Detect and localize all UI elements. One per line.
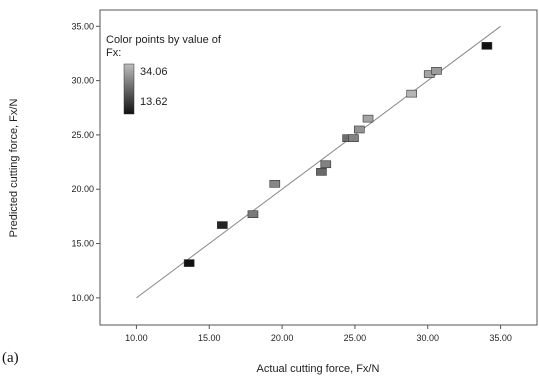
x-tick-label: 20.00 (271, 333, 294, 343)
x-axis-ticks: 10.00 15.00 20.00 25.00 30.00 35.00 (125, 325, 512, 343)
colorbar-min-label: 13.62 (140, 96, 168, 108)
data-point (406, 89, 418, 98)
data-point (320, 160, 332, 169)
data-point (348, 134, 359, 142)
y-axis-title: Predicted cutting force, Fx/N (8, 99, 20, 238)
data-points (183, 42, 493, 267)
colorbar (123, 63, 135, 115)
data-point (269, 179, 281, 188)
y-tick-label: 25.00 (71, 130, 94, 140)
data-point (431, 67, 442, 75)
data-point (362, 114, 374, 123)
y-axis-ticks: 10.00 15.00 20.00 25.00 30.00 35.00 (71, 21, 100, 303)
data-point (183, 259, 195, 267)
data-point (353, 125, 365, 134)
x-tick-label: 30.00 (416, 333, 439, 343)
reference-line (136, 25, 501, 299)
data-point (247, 210, 259, 219)
color-legend: Color points by value of Fx: 34.06 13.62 (106, 34, 222, 115)
y-tick-label: 20.00 (71, 184, 94, 194)
y-tick-label: 30.00 (71, 76, 94, 86)
x-tick-label: 25.00 (344, 333, 367, 343)
data-point (217, 221, 228, 229)
colorbar-max-label: 34.06 (140, 66, 168, 78)
data-point (316, 168, 327, 176)
x-tick-label: 15.00 (198, 333, 221, 343)
y-tick-label: 10.00 (71, 293, 94, 303)
reference-line-layer (136, 25, 501, 299)
x-tick-label: 10.00 (125, 333, 148, 343)
y-tick-label: 15.00 (71, 239, 94, 249)
x-axis-title: Actual cutting force, Fx/N (257, 363, 380, 375)
legend-title: Color points by value of Fx: (106, 34, 222, 59)
x-tick-label: 35.00 (489, 333, 512, 343)
panel-label: (a) (2, 350, 19, 366)
data-point (481, 42, 493, 50)
y-tick-label: 35.00 (71, 21, 94, 31)
plot-frame (99, 9, 538, 326)
